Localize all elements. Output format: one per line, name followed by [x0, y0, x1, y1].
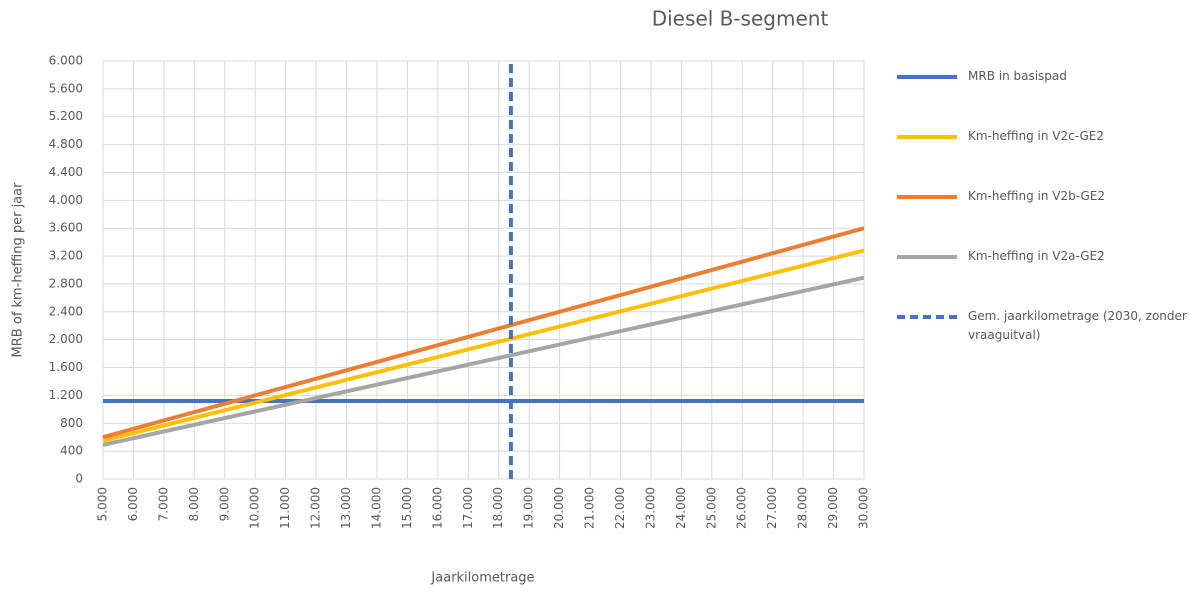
x-tick-label: 24.000 — [674, 487, 688, 529]
legend-label: Gem. jaarkilometrage (2030, zonder vraag… — [968, 309, 1187, 342]
x-tick-label: 12.000 — [309, 487, 323, 529]
x-tick-label: 21.000 — [583, 487, 597, 529]
x-tick-label: 16.000 — [430, 487, 444, 529]
y-tick-label: 5.200 — [49, 109, 83, 123]
y-tick-label: 1.600 — [49, 360, 83, 374]
legend-label: Km-heffing in V2b-GE2 — [968, 189, 1106, 203]
legend-entry: Km-heffing in V2c-GE2 — [897, 127, 1193, 146]
y-tick-label: 3.600 — [49, 221, 83, 235]
series-line — [102, 275, 865, 447]
chart-title: Diesel B-segment — [652, 7, 829, 31]
legend-entry: Km-heffing in V2a-GE2 — [897, 247, 1193, 266]
x-tick-label: 9.000 — [217, 487, 231, 521]
y-axis-label: MRB of km-heffing per jaar — [11, 182, 26, 358]
x-tick-label: 29.000 — [826, 487, 840, 529]
legend-label: Km-heffing in V2a-GE2 — [968, 249, 1105, 263]
x-tick-label: 22.000 — [613, 487, 627, 529]
legend-swatch — [897, 135, 957, 139]
x-tick-label: 5.000 — [96, 487, 110, 521]
y-tick-label: 0 — [75, 472, 83, 486]
legend-swatch — [897, 315, 957, 319]
x-tick-label: 19.000 — [522, 487, 536, 529]
y-tick-label: 4.000 — [49, 193, 83, 207]
y-tick-label: 2.000 — [49, 332, 83, 346]
x-tick-label: 20.000 — [552, 487, 566, 529]
y-tick-label: 5.600 — [49, 81, 83, 95]
y-tick-label: 2.400 — [49, 304, 83, 318]
y-tick-label: 4.400 — [49, 165, 83, 179]
legend-label: Km-heffing in V2c-GE2 — [968, 129, 1104, 143]
x-tick-label: 26.000 — [735, 487, 749, 529]
series-line — [102, 226, 865, 440]
y-tick-label: 1.200 — [49, 388, 83, 402]
x-tick-label: 17.000 — [461, 487, 475, 529]
y-tick-label: 800 — [60, 416, 83, 430]
x-tick-label: 11.000 — [278, 487, 292, 529]
legend-swatch — [897, 75, 957, 79]
x-tick-label: 13.000 — [339, 487, 353, 529]
x-tick-label: 10.000 — [248, 487, 262, 529]
legend-label: MRB in basispad — [968, 69, 1067, 83]
y-tick-label: 400 — [60, 444, 83, 458]
legend-swatch — [897, 255, 957, 259]
x-tick-label: 25.000 — [704, 487, 718, 529]
x-tick-label: 7.000 — [156, 487, 170, 521]
legend-swatch — [897, 195, 957, 199]
x-tick-label: 6.000 — [126, 487, 140, 521]
legend-entry: Gem. jaarkilometrage (2030, zonder vraag… — [897, 307, 1193, 345]
x-tick-label: 23.000 — [643, 487, 657, 529]
x-axis-label: Jaarkilometrage — [430, 571, 534, 586]
y-tick-label: 2.800 — [49, 276, 83, 290]
y-tick-label: 6.000 — [49, 54, 83, 68]
series-line — [102, 248, 865, 443]
legend-entry: MRB in basispad — [897, 67, 1193, 86]
x-tick-label: 15.000 — [400, 487, 414, 529]
x-tick-label: 18.000 — [491, 487, 505, 529]
x-tick-label: 30.000 — [857, 487, 871, 529]
y-tick-label: 3.200 — [49, 249, 83, 263]
y-tick-label: 4.800 — [49, 137, 83, 151]
x-tick-label: 8.000 — [187, 487, 201, 521]
x-tick-label: 14.000 — [369, 487, 383, 529]
x-tick-label: 28.000 — [796, 487, 810, 529]
legend-entry: Km-heffing in V2b-GE2 — [897, 187, 1193, 206]
x-tick-label: 27.000 — [765, 487, 779, 529]
